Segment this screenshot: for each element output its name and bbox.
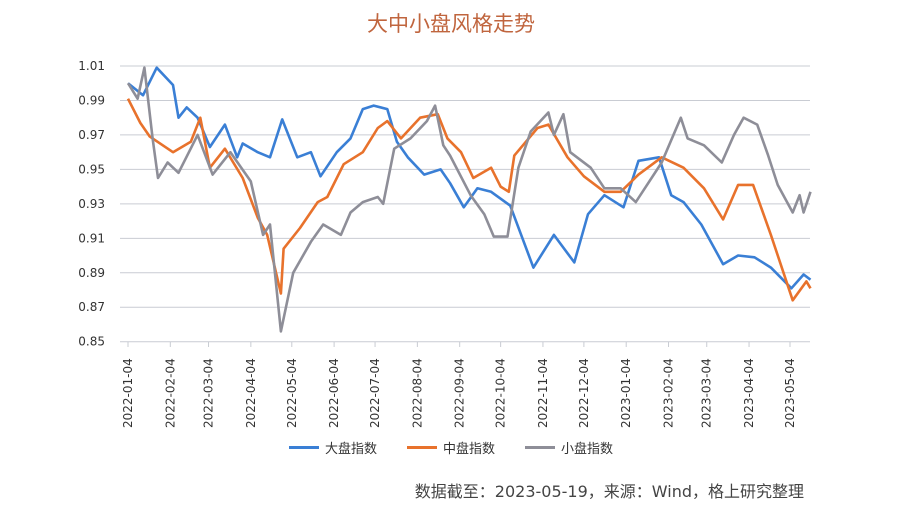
legend-label: 小盘指数 [561,442,614,457]
x-tick-label: 2022-12-04 [577,358,591,428]
x-tick-label: 2022-07-04 [368,358,382,428]
legend-swatch [525,446,555,449]
x-axis-ticks: 2022-01-04 2022-02-04 2022-03-04 2022-04-04… [121,358,797,428]
x-tick-label: 2022-01-04 [121,358,135,428]
x-tick-label: 2022-06-04 [327,358,341,428]
y-tick-label: 0.91 [78,231,105,245]
x-tick-label: 2022-10-04 [494,358,508,428]
legend-label: 中盘指数 [442,442,495,457]
x-tick-label: 2023-05-04 [783,358,797,428]
gridlines [120,65,810,347]
legend-swatch [406,446,437,449]
legend-item-mid: 中盘指数 [406,438,495,457]
x-tick-label: 2023-02-04 [662,358,676,428]
y-tick-label: 0.89 [78,266,105,280]
legend-label: 大盘指数 [324,442,377,457]
y-tick-label: 0.99 [78,93,105,107]
legend: 大盘指数 中盘指数 小盘指数 [0,438,902,457]
y-axis-ticks: 1.01 0.99 0.97 0.95 0.93 0.91 0.89 0.87 0.85 [78,59,105,349]
y-tick-label: 0.85 [78,335,105,349]
y-tick-label: 0.87 [78,300,105,314]
series-line-2 [126,66,812,333]
legend-item-large: 大盘指数 [288,438,377,457]
x-tick-label: 2022-03-04 [202,358,216,428]
legend-swatch [288,446,319,449]
y-tick-label: 0.93 [78,197,105,211]
series-line-1 [126,98,812,302]
x-tick-label: 2023-01-04 [619,358,633,428]
legend-item-small: 小盘指数 [525,438,613,457]
x-tick-label: 2022-08-04 [410,358,424,428]
series-line-0 [127,66,812,290]
x-tick-label: 2022-05-04 [285,358,299,428]
chart-title: 大中小盘风格走势 [367,12,535,36]
y-tick-label: 0.97 [78,128,105,142]
source-note: 数据截至：2023-05-19，来源：Wind，格上研究整理 [414,482,804,501]
x-tick-label: 2022-02-04 [163,358,177,428]
x-tick-label: 2023-04-04 [742,358,756,428]
y-tick-label: 0.95 [78,162,105,176]
x-tick-label: 2022-11-04 [536,358,550,428]
x-tick-label: 2023-03-04 [700,358,714,428]
y-tick-label: 1.01 [78,59,105,73]
x-tick-label: 2022-04-04 [244,358,258,428]
series-lines [126,66,812,333]
x-tick-label: 2022-09-04 [453,358,467,428]
